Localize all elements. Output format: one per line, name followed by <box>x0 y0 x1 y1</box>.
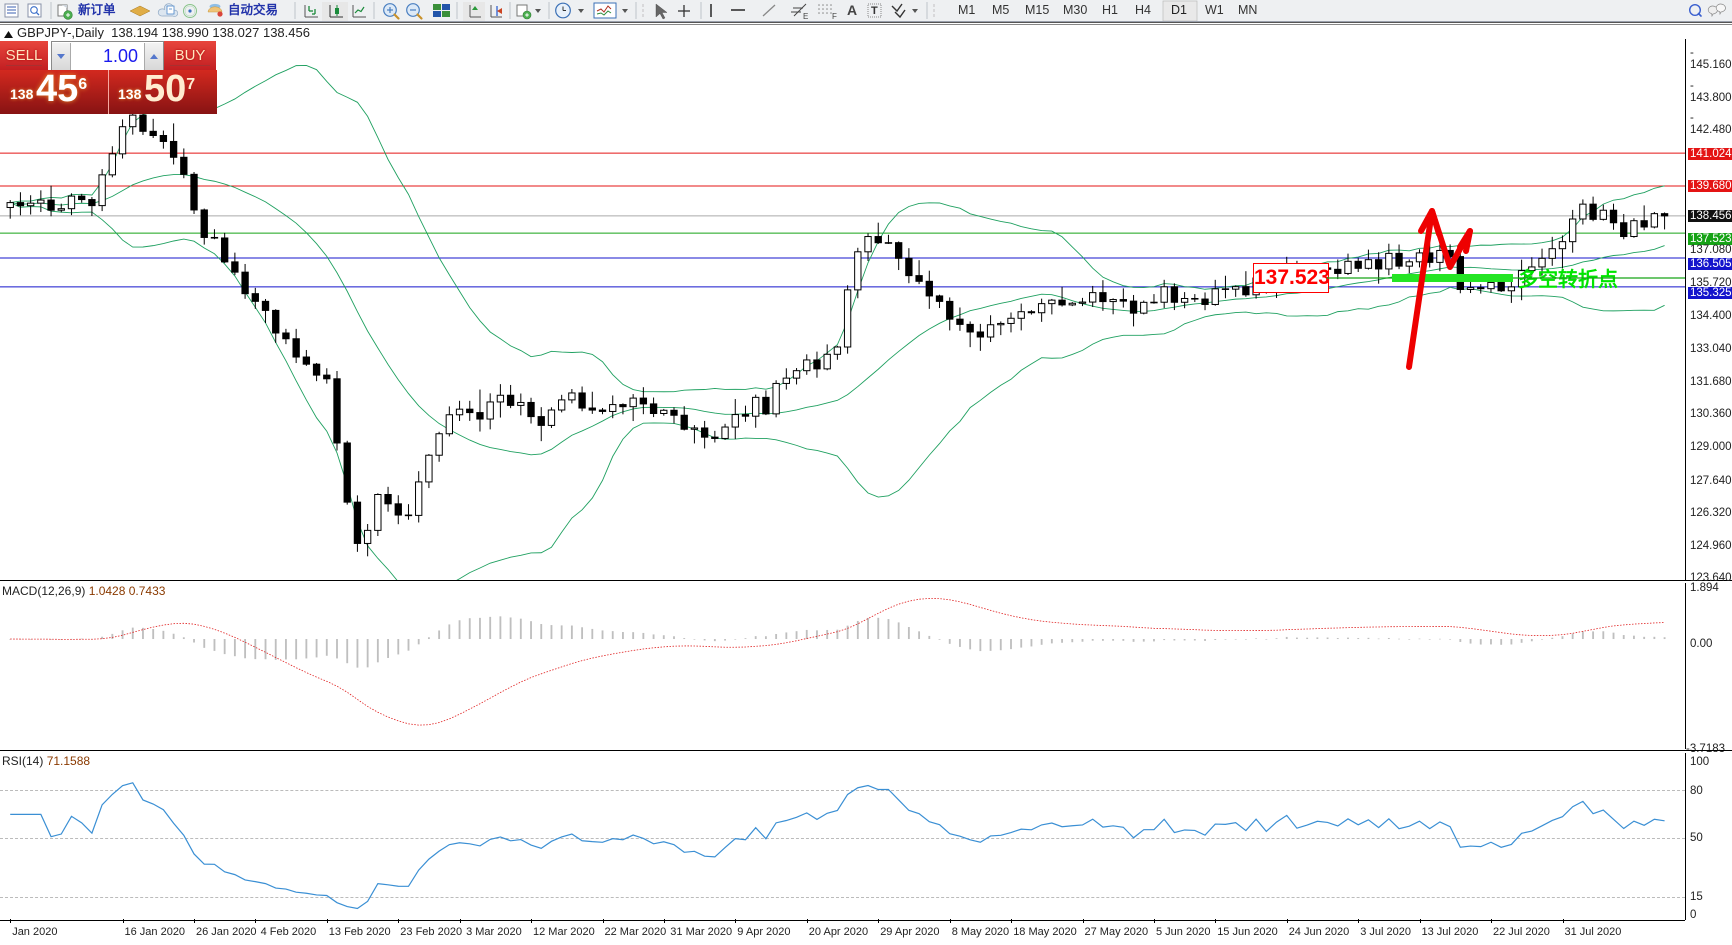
svg-text:M15: M15 <box>1025 3 1049 17</box>
svg-text:W1: W1 <box>1205 3 1224 17</box>
svg-text:D1: D1 <box>1171 3 1187 17</box>
svg-text:T: T <box>871 5 878 17</box>
svg-text:F: F <box>832 12 837 21</box>
svg-text:自动交易: 自动交易 <box>228 2 278 17</box>
svg-text:H1: H1 <box>1102 3 1118 17</box>
svg-text:A: A <box>847 2 857 18</box>
svg-text:M5: M5 <box>992 3 1009 17</box>
svg-text:新订单: 新订单 <box>78 2 116 17</box>
svg-text:MN: MN <box>1238 3 1257 17</box>
svg-text:M30: M30 <box>1063 3 1087 17</box>
svg-text:H4: H4 <box>1135 3 1151 17</box>
svg-text:E: E <box>803 12 808 21</box>
svg-text:M1: M1 <box>958 3 975 17</box>
